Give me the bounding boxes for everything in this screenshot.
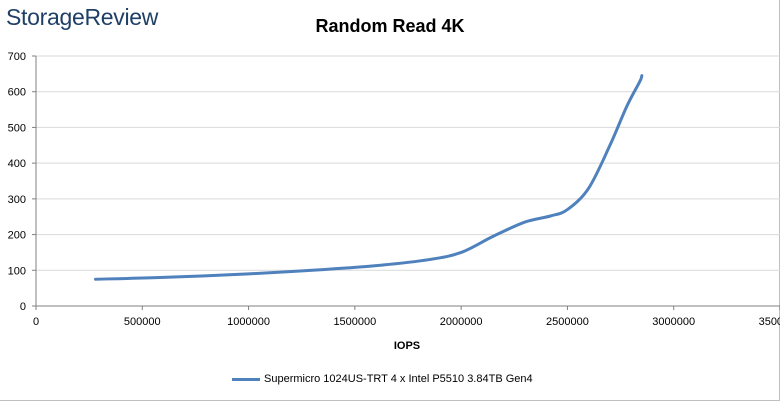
- x-tick-label: 3000000: [652, 316, 695, 328]
- x-tick-label: 0: [33, 316, 39, 328]
- legend-entry: Supermicro 1024US-TRT 4 x Intel P5510 3.…: [264, 373, 533, 385]
- y-tick-label: 400: [8, 158, 26, 170]
- x-tick-label: 500000: [124, 316, 161, 328]
- y-tick-label: 500: [8, 122, 26, 134]
- x-axis-label: IOPS: [394, 340, 420, 352]
- y-tick-label: 300: [8, 194, 26, 206]
- x-axis-ticks: 0 500000 1000000 1500000 2000000 2500000 30000…: [33, 306, 780, 328]
- x-tick-label: 1500000: [333, 316, 376, 328]
- y-tick-label: 700: [8, 51, 26, 63]
- series-group: [94, 74, 644, 281]
- legend: Supermicro 1024US-TRT 4 x Intel P5510 3.…: [232, 371, 533, 387]
- chart-title: Random Read 4K: [315, 16, 465, 36]
- y-tick-label: 200: [8, 230, 26, 242]
- legend-swatch: [232, 377, 260, 381]
- x-tick-label: 2500000: [546, 316, 589, 328]
- x-tick-label: 2000000: [440, 316, 483, 328]
- x-tick-label: 1000000: [227, 316, 270, 328]
- storagereview-logo: StorageReview: [6, 4, 159, 30]
- gridlines: [36, 55, 780, 271]
- series-line-0: [94, 74, 644, 281]
- y-tick-label: 600: [8, 87, 26, 99]
- y-axis-ticks: 0 100 200 300 400 500 600 700: [8, 51, 36, 313]
- x-tick-label: 3500000: [759, 316, 780, 328]
- y-tick-label: 0: [20, 301, 26, 313]
- y-tick-label: 100: [8, 265, 26, 277]
- axes: [35, 56, 780, 307]
